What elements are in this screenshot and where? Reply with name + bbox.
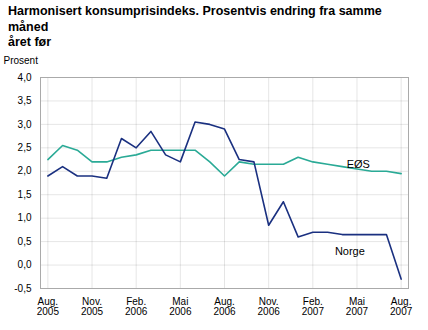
- svg-text:Mai2007: Mai2007: [346, 295, 369, 316]
- svg-text:2,5: 2,5: [18, 142, 32, 153]
- svg-text:Mai2006: Mai2006: [169, 295, 192, 316]
- svg-text:EØS: EØS: [347, 158, 370, 170]
- svg-text:1,5: 1,5: [18, 189, 32, 200]
- svg-text:Prosent: Prosent: [4, 54, 39, 65]
- svg-text:0,5: 0,5: [18, 236, 32, 247]
- svg-text:Nov.2006: Nov.2006: [258, 295, 281, 316]
- svg-text:Feb.2006: Feb.2006: [125, 295, 148, 316]
- svg-text:-0,5: -0,5: [14, 283, 32, 294]
- svg-text:3,5: 3,5: [18, 95, 32, 106]
- svg-text:Aug.2007: Aug.2007: [390, 295, 413, 316]
- svg-text:2,0: 2,0: [18, 165, 32, 176]
- html-text:Harmonisert konsumprisindeks.: Harmonisert konsumprisindeks. Prosentvis…: [8, 4, 382, 50]
- svg-text:0,0: 0,0: [18, 259, 32, 270]
- svg-text:Norge: Norge: [335, 244, 365, 256]
- svg-text:Aug.2005: Aug.2005: [37, 295, 60, 316]
- svg-text:1,0: 1,0: [18, 212, 32, 223]
- svg-text:Nov.2005: Nov.2005: [81, 295, 104, 316]
- svg-text:3,0: 3,0: [18, 118, 32, 129]
- svg-text:Aug.2006: Aug.2006: [213, 295, 236, 316]
- svg-text:4,0: 4,0: [18, 72, 32, 83]
- svg-text:Feb.2007: Feb.2007: [302, 295, 325, 316]
